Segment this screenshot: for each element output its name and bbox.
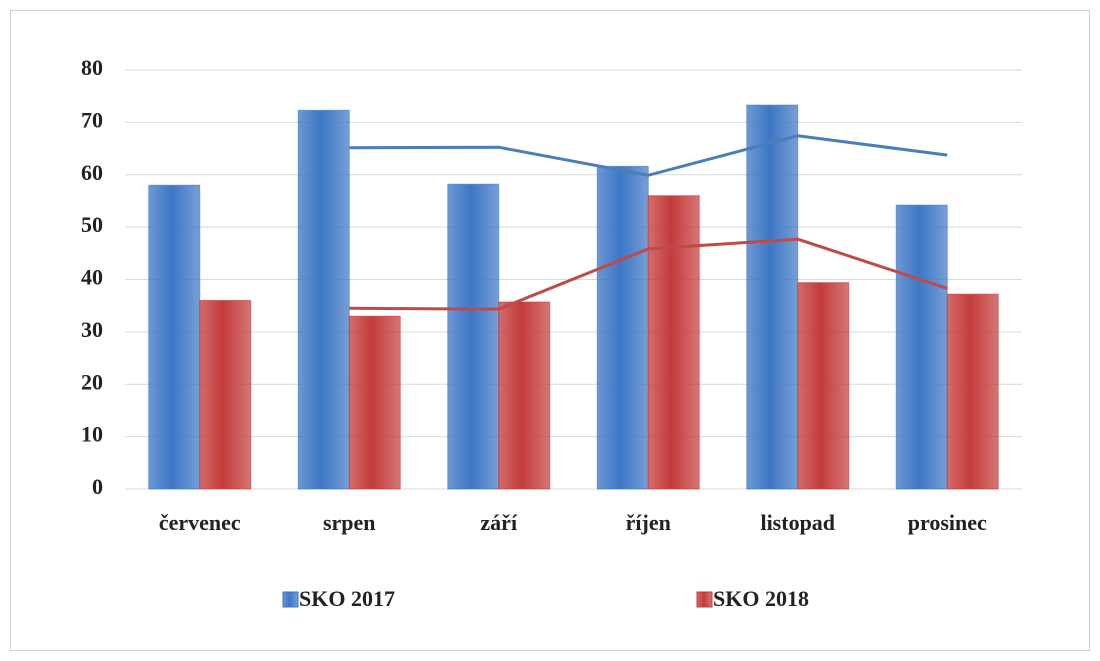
legend-label: SKO 2018: [713, 586, 809, 611]
y-tick-label: 50: [81, 212, 103, 237]
bar: [148, 184, 201, 490]
legend-swatch: [282, 591, 299, 608]
y-tick-label: 70: [81, 107, 103, 132]
bar: [596, 165, 649, 490]
x-tick-label: červenec: [159, 510, 241, 535]
y-tick-label: 30: [81, 317, 103, 342]
y-tick-label: 40: [81, 265, 103, 290]
bar: [498, 301, 551, 490]
legend-label: SKO 2017: [299, 586, 395, 611]
bar: [647, 195, 700, 490]
bar: [199, 299, 252, 490]
bar: [348, 315, 401, 490]
x-tick-label: říjen: [626, 510, 671, 535]
x-tick-label: prosinec: [908, 510, 987, 535]
bar: [447, 183, 500, 490]
trend-line: [349, 134, 948, 177]
bar: [946, 293, 999, 490]
y-tick-label: 20: [81, 369, 103, 394]
y-tick-label: 10: [81, 422, 103, 447]
y-tick-label: 0: [92, 474, 103, 499]
y-tick-label: 80: [81, 55, 103, 80]
bar: [746, 104, 799, 490]
legend-swatch: [696, 591, 713, 608]
bar: [297, 109, 350, 490]
x-tick-label: září: [480, 510, 518, 535]
trend-line: [349, 237, 948, 311]
bar: [797, 282, 850, 490]
bar: [895, 204, 948, 490]
x-tick-label: listopad: [760, 510, 835, 535]
y-tick-label: 60: [81, 160, 103, 185]
x-tick-label: srpen: [323, 510, 376, 535]
